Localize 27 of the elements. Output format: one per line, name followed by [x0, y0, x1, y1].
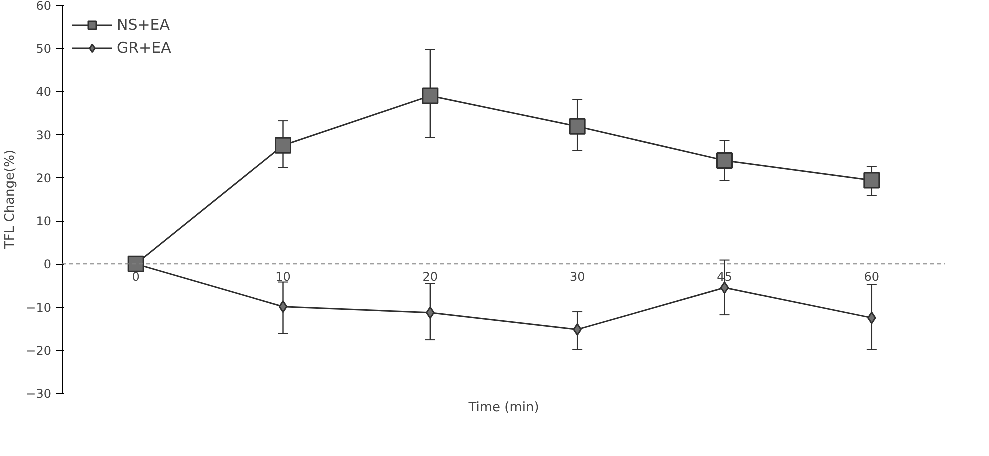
legend-label: NS+EA [117, 16, 170, 34]
point [864, 172, 880, 189]
legend-label: GR+EA [117, 39, 172, 57]
x-tick-label: 60 [864, 270, 880, 284]
y-tick-label: 20 [36, 171, 52, 186]
x-tick-label: 0 [132, 270, 140, 284]
y-tick-label: 10 [36, 214, 52, 229]
point [128, 256, 144, 272]
y-tick-label: 0 [44, 258, 52, 272]
y-tick-label: −20 [26, 344, 52, 358]
point [422, 88, 439, 104]
y-tick-label: −10 [26, 300, 52, 315]
y-axis-title: TFL Change(%) [3, 150, 18, 250]
y-tick-label: −30 [26, 387, 52, 401]
point [275, 137, 292, 154]
y-tick-label: 40 [36, 85, 52, 100]
x-tick-label: 30 [570, 270, 586, 284]
x-tick-label: 10 [276, 270, 291, 284]
x-tick-label: 20 [422, 270, 438, 284]
point [278, 300, 288, 314]
x-axis-title: Time (min) [468, 400, 540, 416]
point [569, 118, 586, 135]
y-tick-label: 60 [36, 0, 52, 13]
point [720, 282, 730, 294]
point [716, 152, 733, 169]
y-tick-label: 30 [36, 128, 52, 142]
y-tick-label: 50 [36, 42, 52, 56]
